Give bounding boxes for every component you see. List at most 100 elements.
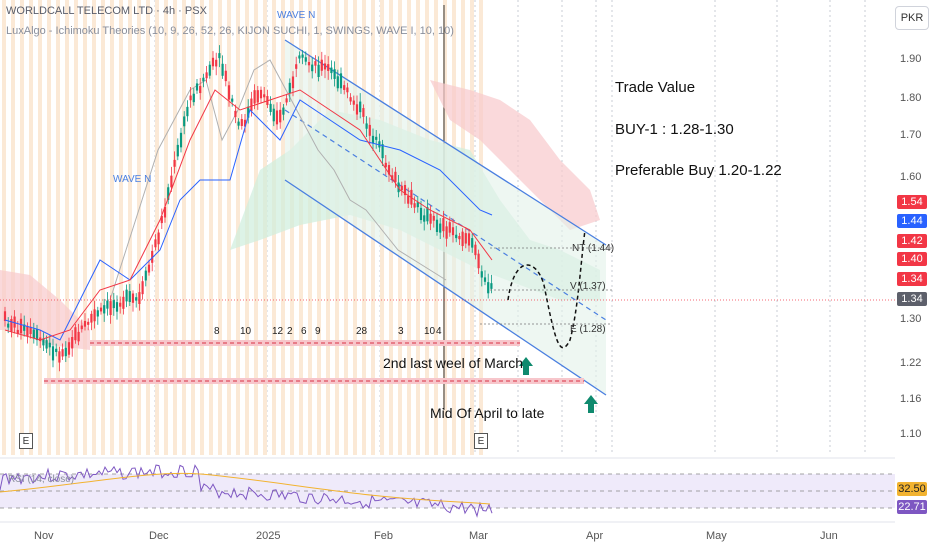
lagging-span bbox=[109, 59, 447, 301]
price-badge: 1.34 bbox=[897, 292, 927, 306]
candle bbox=[247, 106, 250, 118]
y-tick-label: 1.22 bbox=[900, 357, 922, 369]
count-label: 4 bbox=[436, 326, 442, 337]
candle bbox=[439, 223, 442, 233]
candle bbox=[186, 106, 189, 117]
candle bbox=[483, 277, 487, 282]
wave-label: WAVE N bbox=[113, 174, 151, 185]
price-badge: 1.34 bbox=[897, 272, 927, 286]
symbol-title[interactable]: WORLDCALL TELECOM LTD · 4h · PSX bbox=[6, 5, 207, 17]
candle bbox=[26, 326, 29, 336]
candle bbox=[90, 313, 93, 323]
candle bbox=[64, 347, 67, 357]
candle bbox=[455, 234, 458, 239]
candle bbox=[426, 207, 429, 222]
candle bbox=[23, 324, 26, 331]
candle bbox=[381, 144, 384, 159]
candle bbox=[189, 95, 192, 101]
candle bbox=[394, 171, 397, 183]
rsi-line bbox=[0, 464, 493, 518]
candle bbox=[445, 226, 448, 239]
earnings-marker[interactable]: E bbox=[19, 433, 33, 449]
candle bbox=[32, 329, 35, 339]
candle bbox=[387, 165, 391, 175]
candle bbox=[487, 282, 490, 294]
candle bbox=[320, 59, 323, 71]
candle bbox=[451, 227, 455, 236]
candle bbox=[339, 73, 343, 89]
buy1-note: BUY-1 : 1.28-1.30 bbox=[615, 121, 734, 138]
candle bbox=[160, 215, 163, 224]
candle bbox=[323, 63, 327, 70]
candle bbox=[119, 302, 122, 307]
candle bbox=[275, 110, 279, 125]
candle bbox=[157, 232, 160, 245]
indicator-title[interactable]: LuxAlgo - Ichimoku Theories (10, 9, 26, … bbox=[6, 25, 454, 37]
price-badge: 1.40 bbox=[897, 252, 927, 266]
price-badge: 1.42 bbox=[897, 234, 927, 248]
channel-bottom bbox=[284, 179, 607, 396]
candle bbox=[480, 271, 483, 278]
candle bbox=[221, 63, 224, 76]
x-tick-label: Apr bbox=[586, 530, 604, 542]
candle bbox=[336, 76, 339, 89]
candle bbox=[99, 307, 103, 312]
candle bbox=[128, 291, 131, 302]
candle bbox=[359, 101, 362, 113]
candle bbox=[141, 281, 144, 295]
y-tick-label: 1.30 bbox=[900, 313, 922, 325]
candle bbox=[109, 301, 112, 315]
candle bbox=[301, 54, 304, 58]
candle bbox=[42, 338, 45, 346]
candle bbox=[67, 342, 71, 355]
candle bbox=[464, 233, 467, 244]
count-label: 28 bbox=[356, 326, 368, 337]
candle bbox=[83, 320, 87, 327]
candle bbox=[147, 264, 151, 273]
candle bbox=[435, 219, 439, 232]
x-tick-label: Dec bbox=[149, 530, 169, 542]
candle bbox=[285, 98, 288, 103]
x-tick-label: Feb bbox=[374, 530, 393, 542]
candle bbox=[288, 82, 291, 94]
candle bbox=[218, 53, 221, 59]
y-tick-label: 1.16 bbox=[900, 393, 922, 405]
candle bbox=[93, 309, 96, 322]
candle bbox=[282, 107, 285, 115]
candle bbox=[304, 57, 307, 62]
candle bbox=[13, 316, 16, 328]
candle bbox=[365, 123, 368, 129]
candle bbox=[192, 93, 195, 103]
candle bbox=[490, 283, 493, 289]
candle bbox=[317, 64, 320, 78]
candle bbox=[103, 305, 106, 314]
candle bbox=[467, 233, 471, 246]
rsi-ma-line bbox=[0, 472, 491, 505]
candle bbox=[346, 87, 349, 93]
target-label: E (1.28) bbox=[570, 324, 606, 335]
count-label: 10 bbox=[424, 326, 436, 337]
target-label: NT (1.44) bbox=[572, 243, 614, 254]
candle bbox=[115, 302, 119, 312]
y-tick-label: 1.80 bbox=[900, 92, 922, 104]
candle bbox=[173, 159, 176, 167]
count-label: 6 bbox=[301, 326, 307, 337]
candle bbox=[419, 207, 423, 221]
candle bbox=[106, 300, 109, 309]
march-note: 2nd last weel of March bbox=[383, 355, 524, 371]
candle bbox=[259, 89, 263, 99]
currency-button[interactable]: PKR bbox=[895, 6, 929, 30]
candle bbox=[253, 90, 256, 104]
candle bbox=[234, 110, 237, 117]
earnings-marker[interactable]: E bbox=[474, 433, 488, 449]
price-badge: 1.44 bbox=[897, 214, 927, 228]
candle bbox=[311, 64, 314, 72]
target-label: V (1.37) bbox=[570, 281, 606, 292]
candle bbox=[429, 213, 432, 224]
candle bbox=[87, 321, 90, 325]
candle bbox=[215, 59, 218, 67]
candle bbox=[477, 253, 480, 269]
candle bbox=[349, 97, 352, 102]
